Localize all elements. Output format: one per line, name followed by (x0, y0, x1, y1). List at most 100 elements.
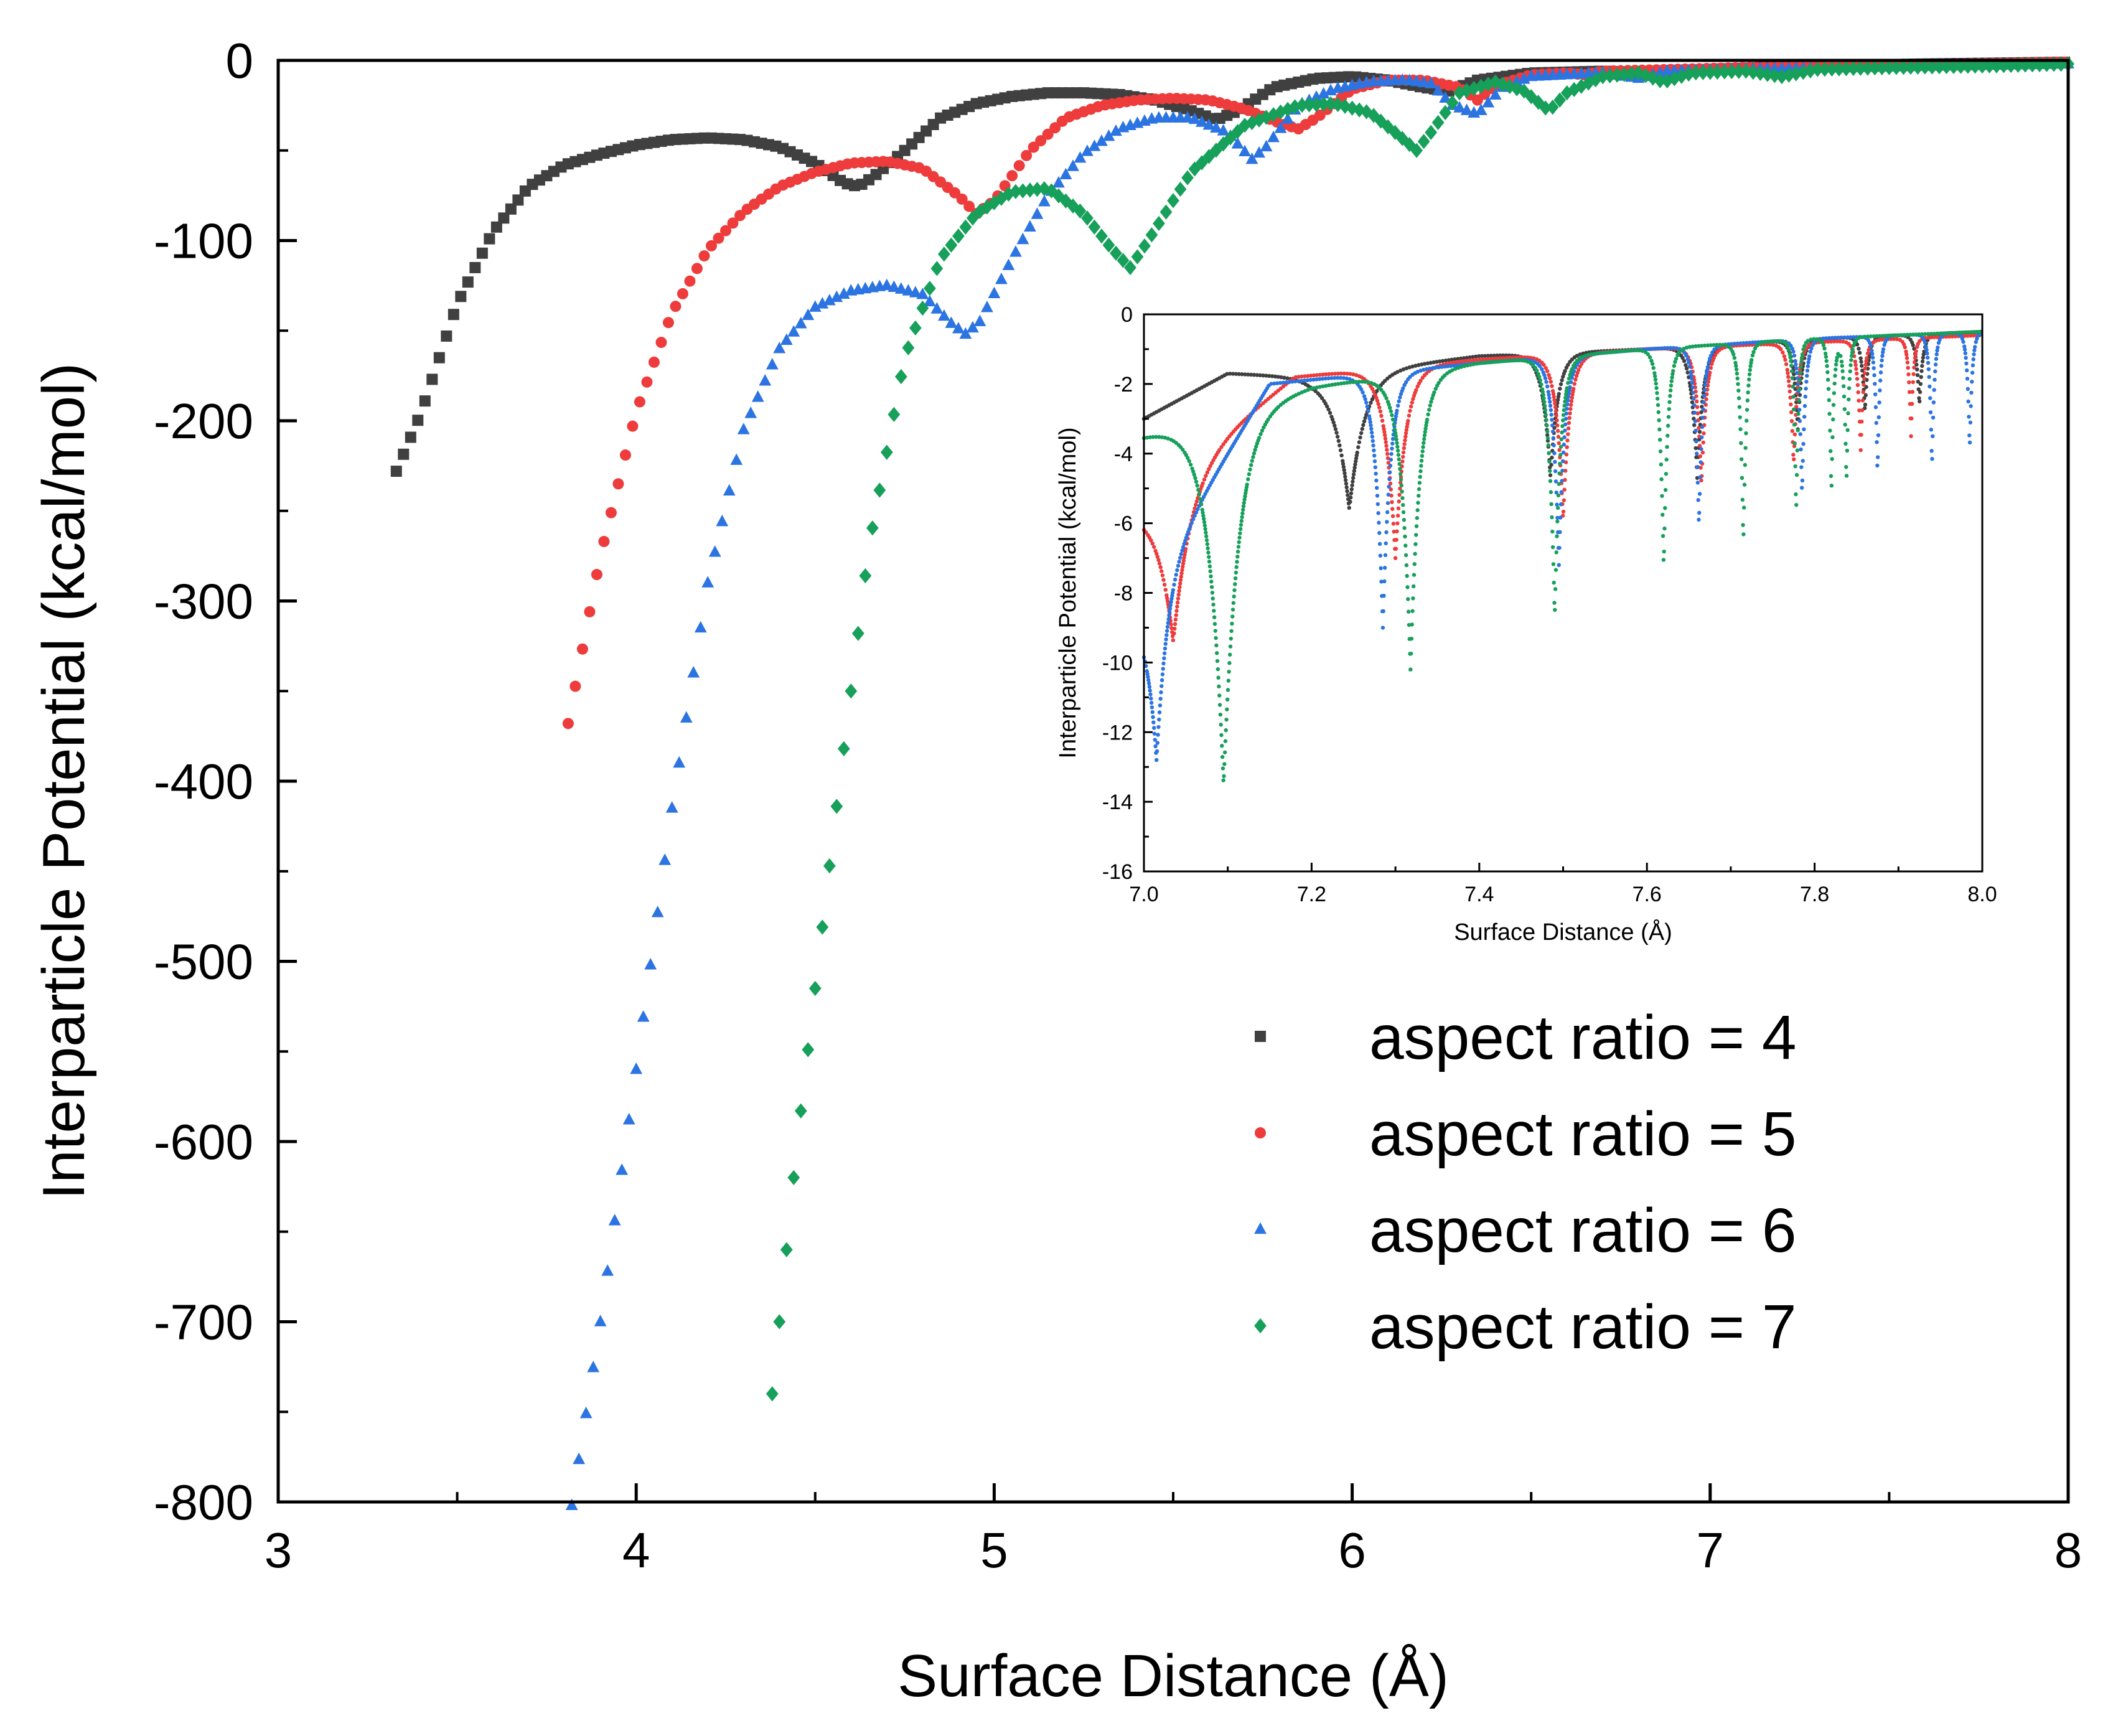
main-data-point (727, 217, 739, 229)
inset-data-point (1284, 380, 1288, 385)
inset-data-point (1694, 439, 1698, 444)
inset-data-point (1877, 400, 1881, 405)
inset-data-point (1178, 555, 1183, 560)
inset-data-point (1187, 459, 1191, 463)
inset-data-point (1694, 394, 1698, 398)
main-data-point (601, 1264, 614, 1276)
inset-data-point (1163, 436, 1168, 440)
main-x-tick-label: 6 (1338, 1523, 1366, 1578)
inset-data-point (1402, 518, 1407, 522)
inset-data-point (1875, 334, 1879, 339)
inset-data-point (1697, 426, 1701, 430)
inset-data-point (1564, 389, 1569, 393)
inset-data-point (1404, 428, 1409, 432)
inset-data-point (1565, 386, 1569, 390)
inset-data-point (1465, 363, 1469, 368)
inset-data-point (1403, 534, 1407, 539)
inset-data-point (1486, 354, 1491, 358)
inset-data-point (1361, 423, 1366, 428)
inset-data-point (1201, 481, 1205, 486)
inset-data-point (1229, 636, 1234, 641)
inset-data-point (1166, 436, 1170, 441)
inset-data-point (1180, 568, 1184, 572)
inset-data-point (1266, 417, 1270, 422)
inset-data-point (1382, 593, 1386, 598)
inset-data-point (1568, 373, 1572, 377)
inset-data-point (1705, 365, 1710, 369)
inset-series-7 (1141, 329, 1982, 782)
main-data-point (1253, 146, 1265, 158)
inset-data-point (1369, 400, 1373, 405)
inset-data-point (1390, 446, 1394, 451)
inset-data-point (1319, 396, 1324, 400)
inset-data-point (1965, 334, 1970, 338)
inset-data-point (1181, 565, 1185, 569)
inset-data-point (1279, 375, 1283, 380)
main-data-point (1417, 134, 1430, 149)
inset-data-point (1805, 368, 1810, 373)
inset-data-point (1786, 375, 1791, 379)
inset-data-point (1935, 331, 1939, 336)
inset-y-tick-label: -14 (1102, 791, 1133, 814)
inset-data-point (1403, 543, 1408, 548)
inset-data-point (1820, 340, 1824, 344)
inset-data-point (1689, 377, 1694, 381)
inset-data-point (1934, 352, 1939, 357)
main-y-tick-label: -600 (154, 1114, 253, 1170)
inset-data-point (1555, 515, 1560, 520)
inset-data-point (1547, 393, 1551, 397)
inset-data-point (1425, 418, 1430, 422)
inset-data-point (1734, 364, 1738, 368)
inset-data-point (1563, 469, 1568, 473)
inset-data-point (1660, 494, 1664, 498)
inset-data-point (1405, 585, 1410, 589)
inset-data-point (1740, 476, 1745, 481)
inset-data-point (1965, 377, 1970, 381)
inset-data-point (1395, 403, 1400, 408)
inset-data-point (1560, 430, 1564, 434)
inset-data-point (1921, 355, 1926, 360)
main-data-point (1503, 78, 1516, 95)
inset-data-point (1792, 423, 1797, 427)
inset-data-point (1651, 365, 1656, 370)
inset-data-point (1853, 359, 1857, 364)
inset-data-point (1423, 426, 1428, 431)
inset-data-point (1684, 353, 1689, 358)
main-data-point (1102, 237, 1115, 253)
inset-data-point (1456, 357, 1460, 361)
inset-data-point (1741, 505, 1746, 510)
inset-data-point (1573, 377, 1578, 382)
inset-data-point (1786, 347, 1791, 352)
inset-data-point (1610, 350, 1614, 354)
inset-data-point (1201, 514, 1206, 518)
inset-data-point (1519, 358, 1524, 363)
main-data-point (673, 756, 686, 768)
inset-data-point (1690, 380, 1695, 385)
inset-data-point (1783, 357, 1787, 362)
inset-data-point (1453, 367, 1458, 371)
main-data-point (1797, 64, 1810, 80)
inset-data-point (1282, 375, 1286, 380)
main-data-point (1310, 90, 1323, 102)
inset-data-point (1655, 396, 1660, 401)
inset-data-point (1561, 509, 1566, 514)
inset-data-point (1795, 448, 1800, 453)
inset-data-point (1918, 390, 1923, 395)
inset-data-point (1255, 373, 1260, 377)
inset-data-point (1244, 491, 1248, 495)
inset-data-point (1548, 479, 1553, 484)
inset-data-point (1193, 476, 1197, 481)
inset-data-point (1465, 359, 1469, 363)
inset-data-point (1910, 390, 1915, 394)
inset-data-point (1786, 344, 1790, 349)
inset-data-point (1708, 343, 1713, 347)
inset-series-6 (1141, 331, 1983, 762)
inset-data-point (1705, 371, 1709, 375)
inset-data-point (1211, 596, 1215, 601)
inset-data-point (1544, 366, 1548, 370)
inset-data-point (1195, 483, 1199, 488)
legend-item: aspect ratio = 6 (1254, 1196, 1797, 1265)
inset-data-point (1747, 372, 1752, 377)
inset-data-point (1548, 490, 1553, 494)
main-data-point (419, 395, 431, 407)
